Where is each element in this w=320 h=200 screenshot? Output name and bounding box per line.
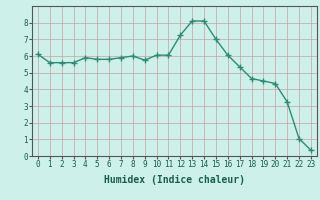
X-axis label: Humidex (Indice chaleur): Humidex (Indice chaleur) bbox=[104, 175, 245, 185]
